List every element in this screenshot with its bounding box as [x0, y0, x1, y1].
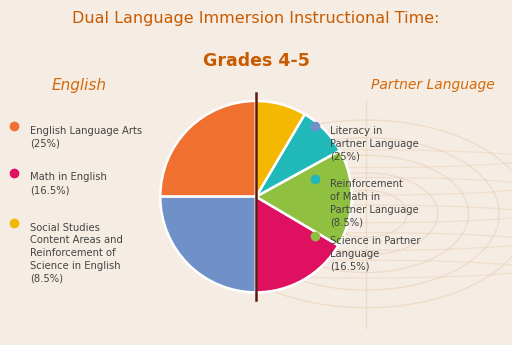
Wedge shape — [160, 197, 256, 292]
Wedge shape — [256, 114, 340, 197]
Wedge shape — [256, 150, 352, 245]
Text: Grades 4-5: Grades 4-5 — [203, 52, 309, 70]
Wedge shape — [256, 101, 305, 197]
Text: Social Studies
Content Areas and
Reinforcement of
Science in English
(8.5%): Social Studies Content Areas and Reinfor… — [30, 223, 122, 284]
Text: Reinforcement
of Math in
Partner Language
(8.5%): Reinforcement of Math in Partner Languag… — [330, 179, 419, 228]
Wedge shape — [256, 197, 338, 292]
Text: English: English — [52, 78, 107, 92]
Text: Dual Language Immersion Instructional Time:: Dual Language Immersion Instructional Ti… — [72, 11, 440, 26]
Text: English Language Arts
(25%): English Language Arts (25%) — [30, 126, 142, 149]
Text: Partner Language: Partner Language — [371, 78, 495, 92]
Text: Math in English
(16.5%): Math in English (16.5%) — [30, 172, 106, 195]
Text: Literacy in
Partner Language
(25%): Literacy in Partner Language (25%) — [330, 126, 419, 161]
Wedge shape — [160, 101, 256, 197]
Text: Science in Partner
Language
(16.5%): Science in Partner Language (16.5%) — [330, 236, 421, 272]
